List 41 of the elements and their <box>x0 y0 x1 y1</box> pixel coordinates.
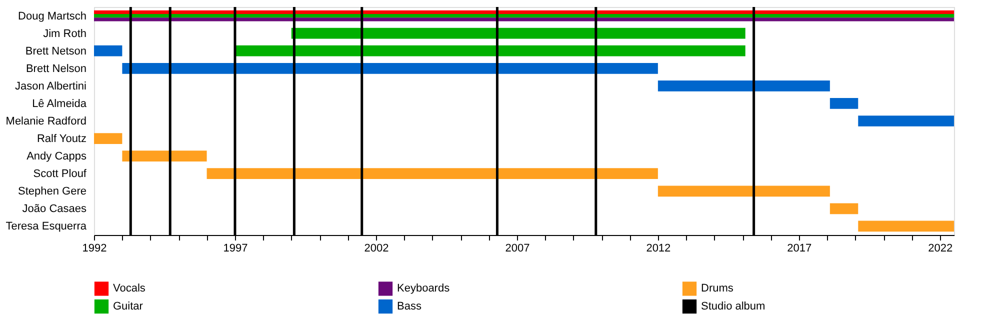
y-tick-label: Scott Plouf <box>33 168 88 180</box>
y-tick-label: João Casaes <box>22 203 87 216</box>
x-tick-label: 2002 <box>364 242 389 254</box>
bar <box>830 98 858 109</box>
bar <box>122 62 658 74</box>
y-tick-label: Andy Capps <box>26 150 87 163</box>
bar <box>658 186 830 197</box>
y-tick-label: Doug Martsch <box>18 10 86 22</box>
x-tick-label: 1992 <box>82 242 107 254</box>
bar <box>291 28 746 39</box>
y-tick-label: Lê Almeida <box>32 98 88 110</box>
x-tick-label: 2012 <box>646 242 671 254</box>
y-tick-label: Jason Albertini <box>14 80 86 92</box>
y-tick-label: Brett Nelson <box>26 62 86 75</box>
legend-label: Vocals <box>113 282 146 295</box>
bar <box>858 116 954 126</box>
bar <box>206 168 658 180</box>
bar <box>94 45 122 56</box>
bar <box>858 220 954 232</box>
bar <box>122 150 207 162</box>
y-tick-label: Stephen Gere <box>18 186 86 198</box>
x-tick-label: 1997 <box>223 242 248 254</box>
y-tick-label: Jim Roth <box>43 28 86 40</box>
y-tick-label: Teresa Esquerra <box>6 220 88 233</box>
bar <box>94 18 954 22</box>
bar <box>94 10 954 14</box>
legend-label: Keyboards <box>397 282 450 295</box>
legend-label: Guitar <box>113 300 144 312</box>
y-tick-label: Ralf Youtz <box>36 133 86 146</box>
x-tick-label: 2007 <box>505 242 530 254</box>
x-tick-label: 2017 <box>787 242 812 254</box>
legend-label: Bass <box>397 300 422 312</box>
legend-label: Drums <box>701 282 734 295</box>
x-tick-label: 2022 <box>928 242 953 254</box>
bar <box>830 203 858 214</box>
y-tick-label: Melanie Radford <box>6 116 86 128</box>
bar <box>658 80 830 92</box>
y-tick-label: Brett Netson <box>25 45 86 58</box>
bar <box>94 133 122 144</box>
bar <box>234 45 746 56</box>
legend-label: Studio album <box>701 300 766 312</box>
